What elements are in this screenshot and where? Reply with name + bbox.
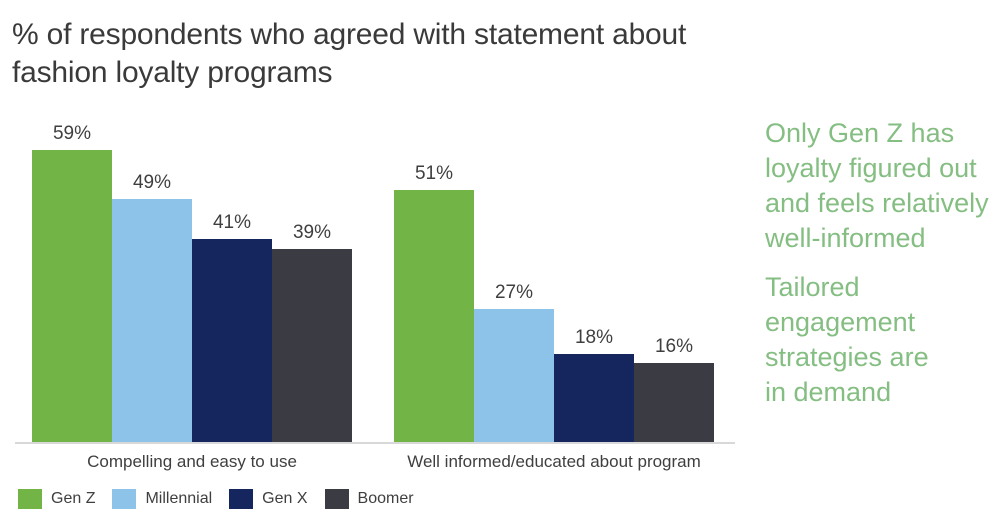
bar-value-label: 16%	[654, 336, 694, 358]
legend-label: Gen X	[262, 490, 308, 507]
page-title-line2: fashion loyalty programs	[12, 56, 333, 89]
legend-item-millennial: Millennial	[112, 489, 212, 509]
bar-millennial-cat1	[474, 308, 554, 443]
legend-swatch-icon	[324, 489, 349, 509]
page-title: % of respondents who agreed with stateme…	[12, 16, 686, 92]
bar-boomer-cat1	[634, 363, 714, 443]
bar-value-label: 41%	[212, 212, 252, 234]
legend-item-gen-x: Gen X	[229, 489, 308, 509]
annotation-line: in demand	[765, 377, 892, 407]
annotation-line: Tailored	[765, 272, 860, 302]
annotation-line: strategies are	[765, 342, 929, 372]
bar-value-label: 59%	[52, 122, 92, 144]
bar-gen-x-cat0	[192, 239, 272, 443]
annotation-paragraph-1: Tailored engagement strategies are in deman…	[765, 270, 1000, 410]
bar-boomer-cat0	[272, 249, 352, 443]
x-axis-line	[15, 442, 735, 444]
annotation-line: loyalty figured out	[765, 153, 977, 183]
bar-millennial-cat0	[112, 199, 192, 443]
legend-label: Boomer	[357, 490, 414, 507]
legend-item-gen-z: Gen Z	[18, 489, 95, 509]
legend-swatch-icon	[229, 489, 254, 509]
legend-swatch-icon	[18, 489, 42, 509]
bar-value-label: 39%	[292, 222, 332, 244]
bar-gen-z-cat1	[394, 189, 474, 443]
bar-gen-x-cat1	[554, 353, 634, 443]
annotation-line: well-informed	[765, 223, 926, 253]
legend-item-boomer: Boomer	[324, 489, 414, 509]
annotation-line: Only Gen Z has	[765, 118, 955, 148]
annotation-line: engagement	[765, 307, 916, 337]
bar-value-label: 51%	[414, 162, 454, 184]
bar-value-label: 27%	[494, 281, 534, 303]
bar-value-label: 18%	[574, 326, 614, 348]
legend-label: Gen Z	[51, 490, 96, 507]
chart-legend: Gen Z Millennial Gen X Boomer	[18, 489, 414, 509]
legend-swatch-icon	[112, 489, 137, 509]
category-label-0: Compelling and easy to use	[87, 452, 297, 471]
annotation-line: and feels relatively	[765, 188, 989, 218]
bar-value-label: 49%	[132, 172, 172, 194]
legend-label: Millennial	[145, 490, 213, 507]
page-title-line1: % of respondents who agreed with stateme…	[12, 18, 687, 51]
annotation-text: Only Gen Z has loyalty figured out and fee…	[765, 116, 1000, 424]
category-label-1: Well informed/educated about program	[407, 452, 701, 471]
annotation-paragraph-0: Only Gen Z has loyalty figured out and fee…	[765, 116, 1000, 256]
bar-gen-z-cat0	[32, 149, 112, 443]
